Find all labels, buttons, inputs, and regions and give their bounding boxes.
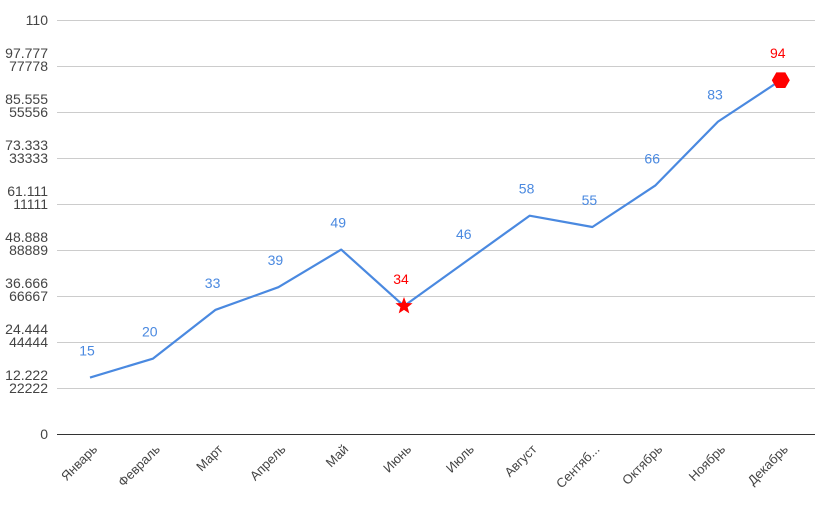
y-tick-label: 97.777 <box>5 45 48 61</box>
data-label: 55 <box>582 192 598 208</box>
y-tick-label: 24.444 <box>5 321 48 337</box>
data-label: 66 <box>644 151 660 167</box>
x-axis-ticks: Январь Февраль Март Апрель Май Июнь Июль Август… <box>58 441 791 491</box>
data-label: 34 <box>393 271 409 287</box>
data-label: 15 <box>79 343 95 359</box>
x-tick-label: Январь <box>58 441 100 483</box>
gridlines <box>57 20 815 390</box>
y-tick-label: 85.555 <box>5 91 48 107</box>
data-label: 58 <box>519 181 535 197</box>
data-label: 46 <box>456 226 472 242</box>
y-tick-label: 66667 <box>9 288 48 304</box>
x-tick-label: Март <box>193 441 226 474</box>
data-label: 83 <box>707 87 723 103</box>
series-layer <box>89 79 782 379</box>
x-tick-label: Декабрь <box>744 441 791 488</box>
x-tick-label: Февраль <box>115 441 163 489</box>
x-tick-label: Июль <box>443 441 477 475</box>
y-tick-label: 11111 <box>13 196 48 212</box>
series-line <box>89 79 782 379</box>
y-tick-label: 55556 <box>9 104 48 120</box>
y-tick-label: 33333 <box>9 150 48 166</box>
x-tick-label: Сентяб... <box>553 442 603 492</box>
hexagon-marker <box>771 72 790 89</box>
x-tick-label: Май <box>323 442 352 471</box>
data-label: 39 <box>268 252 284 268</box>
x-tick-label: Август <box>501 441 539 479</box>
star-marker <box>395 297 413 314</box>
y-tick-label: 44444 <box>9 334 48 350</box>
y-tick-label: 0 <box>40 426 48 442</box>
data-label: 49 <box>330 215 346 231</box>
y-tick-label: 48.888 <box>5 229 48 245</box>
y-tick-label: 110 <box>26 12 49 28</box>
data-label: 94 <box>770 45 786 61</box>
data-label: 33 <box>205 275 221 291</box>
data-label: 20 <box>142 324 158 340</box>
x-tick-label: Июнь <box>380 441 414 475</box>
y-tick-label: 22222 <box>9 380 48 396</box>
y-tick-label: 36.666 <box>5 275 48 291</box>
y-tick-label: 88889 <box>9 242 48 258</box>
data-labels: 15 20 33 39 49 34 46 58 55 66 83 94 <box>79 45 786 358</box>
y-tick-label: 77778 <box>9 58 48 74</box>
y-tick-label: 12.222 <box>5 367 48 383</box>
x-tick-label: Октябрь <box>619 441 665 487</box>
y-tick-label: 61.111 <box>7 183 48 199</box>
x-tick-label: Ноябрь <box>686 441 729 484</box>
y-tick-label: 73.333 <box>5 137 48 153</box>
highlight-markers <box>395 72 790 314</box>
x-tick-label: Апрель <box>247 441 289 483</box>
